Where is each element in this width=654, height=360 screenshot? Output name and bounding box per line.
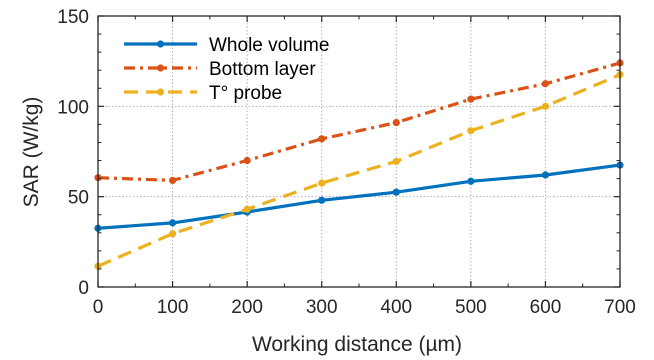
series-1-point — [392, 188, 400, 196]
series-1-point — [467, 177, 475, 185]
x-tick-label: 600 — [530, 297, 562, 318]
y-tick-label: 150 — [57, 7, 89, 28]
series-1-point — [541, 171, 550, 179]
x-tick-label: 0 — [93, 297, 104, 318]
y-axis-title: SAR (W/kg) — [20, 97, 43, 208]
series-1-point — [168, 219, 177, 227]
x-axis-title: Working distance (µm) — [252, 333, 462, 356]
series-3-point — [541, 102, 550, 110]
plot-box — [97, 15, 621, 288]
x-tick-label: 200 — [231, 297, 263, 318]
legend-marker-3 — [156, 88, 165, 96]
legend-label-2: Bottom layer — [209, 59, 316, 80]
series-3-point — [318, 179, 326, 187]
legend-label-1: Whole volume — [209, 35, 329, 56]
axes-frame — [97, 15, 621, 288]
legend-marker-1 — [156, 40, 165, 48]
legend: Whole volume Bottom layer T° probe — [124, 35, 329, 104]
series-line-2 — [97, 61, 621, 182]
series-2-point — [243, 156, 251, 165]
x-tick-label: 300 — [306, 297, 338, 318]
series-2-point — [392, 118, 400, 127]
series-line-1 — [97, 163, 621, 230]
series-line-3 — [97, 73, 621, 268]
series-2-point — [541, 80, 550, 88]
tick-labels: 0 100 200 300 400 500 600 700 0 50 100 150 — [57, 7, 636, 318]
x-tick-label: 500 — [455, 297, 487, 318]
grid — [98, 16, 620, 287]
plot-series — [94, 59, 624, 270]
series-3-point — [467, 127, 475, 135]
series-3-point — [243, 205, 251, 213]
series-1-point — [318, 196, 326, 204]
series-2-point — [467, 95, 475, 103]
legend-label-3: T° probe — [209, 83, 282, 104]
series-2-point — [318, 135, 326, 143]
y-tick-label: 0 — [78, 278, 89, 299]
y-tick-label: 100 — [57, 97, 89, 118]
axis-ticks — [97, 15, 621, 288]
series-3-point — [168, 230, 177, 238]
series-3-point — [392, 157, 400, 166]
x-tick-label: 700 — [604, 297, 636, 318]
legend-marker-2 — [156, 64, 165, 72]
x-tick-label: 100 — [157, 297, 189, 318]
x-tick-label: 400 — [380, 297, 412, 318]
series-2-point — [168, 176, 177, 185]
y-tick-label: 50 — [68, 188, 89, 209]
